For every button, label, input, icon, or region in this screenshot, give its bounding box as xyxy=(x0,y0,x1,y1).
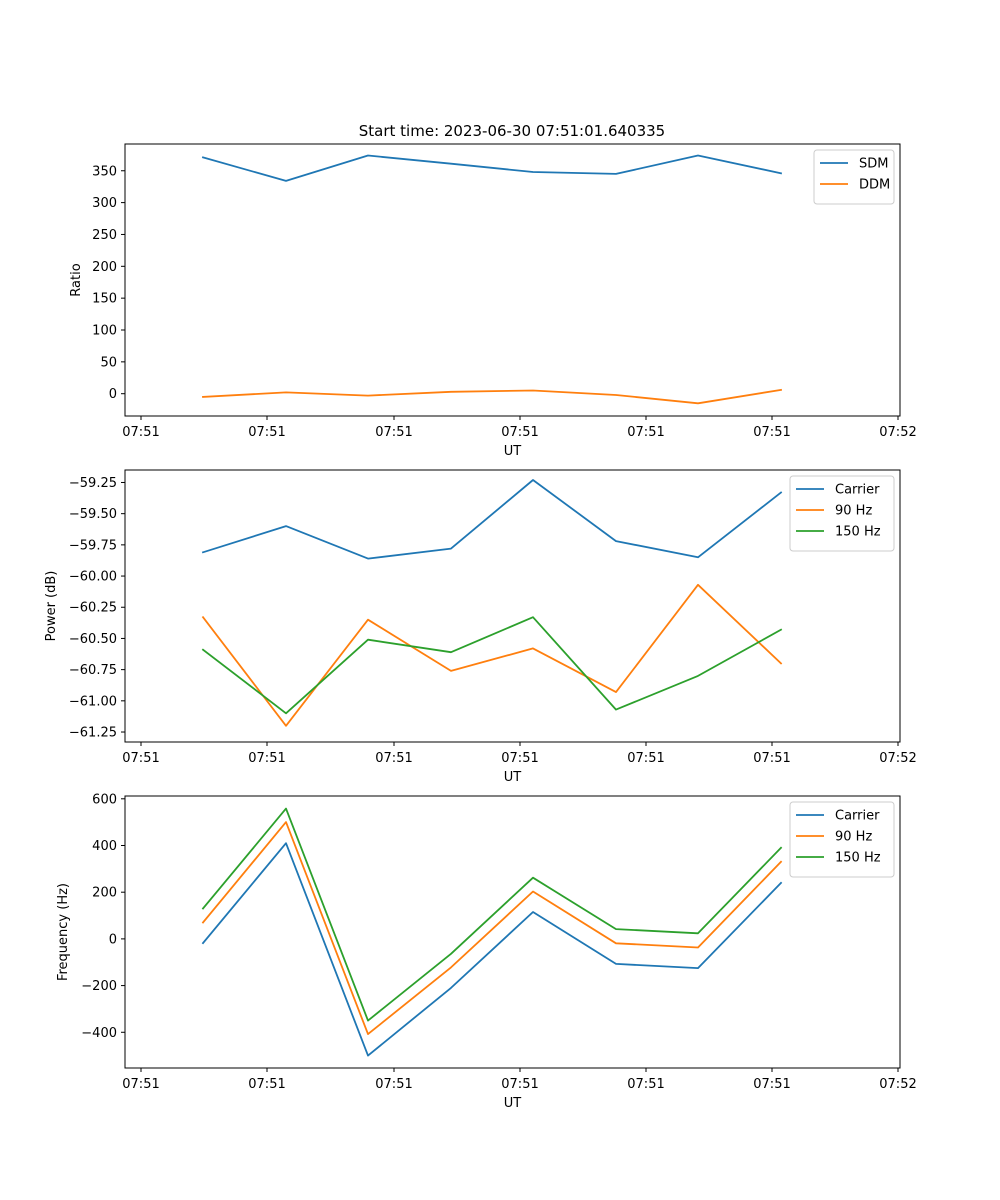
legend-label: 90 Hz xyxy=(835,504,872,519)
axes-frame xyxy=(124,469,901,743)
series-line-carrier xyxy=(201,479,783,560)
legend-label: 90 Hz xyxy=(835,830,872,845)
y-tick-label: −60.50 xyxy=(69,632,117,647)
x-tick-label: 07:51 xyxy=(501,1077,538,1092)
panels: 07:51 07:51 07:51 07:51 07:51 07:51 07:52 0 50 10… xyxy=(44,143,917,1111)
y-tick-label: 200 xyxy=(92,886,117,901)
x-tick-label: 07:51 xyxy=(501,425,538,440)
x-tick-label: 07:51 xyxy=(375,425,412,440)
x-axis-label: UT xyxy=(504,1096,522,1111)
x-tick-label: 07:51 xyxy=(627,425,664,440)
chart-panel-1: 07:51 07:51 07:51 07:51 07:51 07:51 07:52 0 50 10… xyxy=(69,143,917,459)
y-tick-label: −61.00 xyxy=(69,694,117,709)
y-axis-label: Frequency (Hz) xyxy=(56,883,71,981)
series-line-150-hz xyxy=(201,616,783,715)
x-tick-label: 07:51 xyxy=(627,1077,664,1092)
axes-frame xyxy=(124,143,901,417)
x-tick-label: 07:52 xyxy=(879,425,916,440)
y-axis-label: Power (dB) xyxy=(44,571,59,642)
legend-label: Carrier xyxy=(835,483,880,498)
x-tick-label: 07:51 xyxy=(753,425,790,440)
y-tick-label: −60.75 xyxy=(69,663,117,678)
axes-frame xyxy=(124,795,901,1069)
series-line-carrier xyxy=(201,842,783,1057)
legend-label: Carrier xyxy=(835,809,880,824)
legend-label: SDM xyxy=(859,157,888,172)
y-tick-label: −60.00 xyxy=(69,570,117,585)
series-line-90-hz xyxy=(201,583,783,727)
x-tick-label: 07:52 xyxy=(879,1077,916,1092)
legend-box xyxy=(789,801,895,878)
figure-title: Start time: 2023-06-30 07:51:01.640335 xyxy=(359,122,665,140)
y-tick-label: 600 xyxy=(92,792,117,807)
y-tick-label: −60.25 xyxy=(69,601,117,616)
chart-panel-3: 07:51 07:51 07:51 07:51 07:51 07:51 07:52 −400 −… xyxy=(56,792,917,1111)
y-tick-label: 200 xyxy=(92,260,117,275)
series-line-90-hz xyxy=(201,821,783,1035)
legend-label: 150 Hz xyxy=(835,851,881,866)
y-tick-label: 0 xyxy=(109,387,117,402)
x-tick-label: 07:51 xyxy=(375,751,412,766)
y-tick-label: −400 xyxy=(81,1026,117,1041)
x-tick-label: 07:51 xyxy=(753,751,790,766)
legend: SDM DDM xyxy=(813,149,895,205)
x-tick-label: 07:51 xyxy=(248,425,285,440)
y-tick-label: 150 xyxy=(92,292,117,307)
legend: Carrier 90 Hz 150 Hz xyxy=(789,801,895,878)
y-tick-label: 250 xyxy=(92,228,117,243)
x-tick-label: 07:51 xyxy=(753,1077,790,1092)
chart-panel-2: 07:51 07:51 07:51 07:51 07:51 07:51 07:52 −61.2… xyxy=(44,469,917,785)
y-tick-label: 50 xyxy=(100,355,117,370)
legend-box xyxy=(789,475,895,552)
y-tick-label: 350 xyxy=(92,164,117,179)
x-tick-label: 07:51 xyxy=(375,1077,412,1092)
y-tick-label: 0 xyxy=(109,932,117,947)
series-line-ddm xyxy=(202,388,783,405)
x-tick-label: 07:51 xyxy=(122,751,159,766)
y-tick-label: −200 xyxy=(81,979,117,994)
x-axis-label: UT xyxy=(504,444,522,459)
x-tick-label: 07:51 xyxy=(122,1077,159,1092)
x-tick-label: 07:51 xyxy=(122,425,159,440)
legend-label: DDM xyxy=(859,178,890,193)
y-axis-label: Ratio xyxy=(69,263,84,296)
y-tick-label: −59.25 xyxy=(69,476,117,491)
y-tick-label: 100 xyxy=(92,324,117,339)
y-tick-label: −61.25 xyxy=(69,726,117,741)
x-tick-label: 07:51 xyxy=(627,751,664,766)
legend: Carrier 90 Hz 150 Hz xyxy=(789,475,895,552)
x-axis-label: UT xyxy=(504,770,522,785)
x-tick-label: 07:51 xyxy=(501,751,538,766)
y-tick-label: −59.50 xyxy=(69,507,117,522)
y-tick-label: 400 xyxy=(92,839,117,854)
y-tick-label: 300 xyxy=(92,196,117,211)
legend-label: 150 Hz xyxy=(835,525,881,540)
y-tick-label: −59.75 xyxy=(69,538,117,553)
x-tick-label: 07:51 xyxy=(248,1077,285,1092)
x-tick-label: 07:51 xyxy=(248,751,285,766)
series-line-150-hz xyxy=(201,807,783,1022)
series-line-sdm xyxy=(201,154,783,182)
x-tick-label: 07:52 xyxy=(879,751,916,766)
